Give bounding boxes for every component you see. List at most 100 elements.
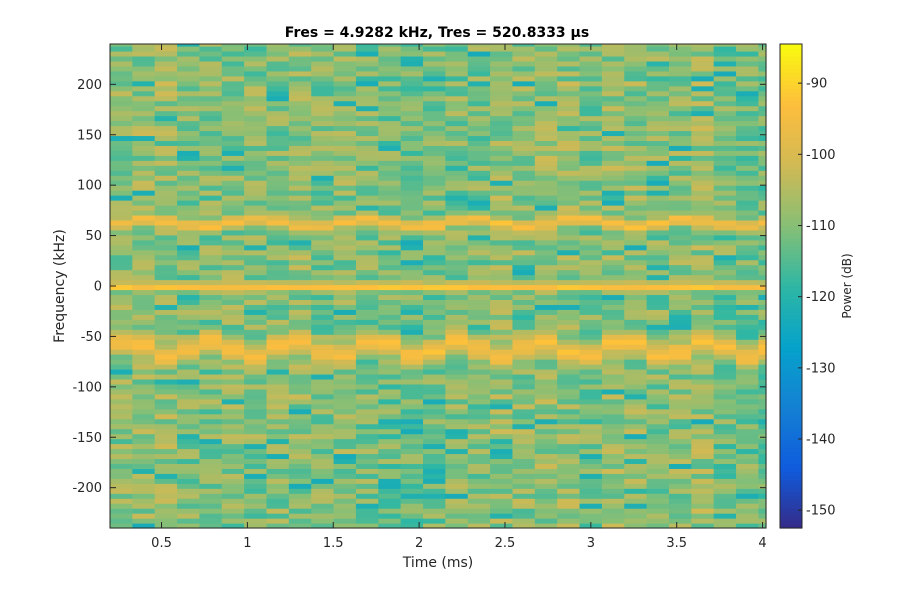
spectrogram-cell (288, 214, 312, 221)
spectrogram-cell (154, 443, 178, 450)
spectrogram-cell (266, 185, 290, 191)
spectrogram-cell (579, 205, 603, 211)
spectrogram-cell (512, 165, 536, 171)
spectrogram-cell (177, 44, 201, 47)
colorbar-segment (780, 519, 802, 525)
spectrogram-cell (624, 254, 648, 261)
spectrogram-cell (311, 344, 335, 350)
spectrogram-cell (110, 483, 133, 489)
spectrogram-cell (266, 289, 290, 296)
spectrogram-cell (579, 448, 603, 455)
spectrogram-cell (579, 423, 603, 430)
spectrogram-cell (713, 95, 737, 102)
spectrogram-cell (758, 508, 767, 514)
spectrogram-cell (579, 85, 603, 92)
x-tick-label: 4 (758, 536, 766, 551)
spectrogram-cell (400, 284, 424, 291)
spectrogram-cell (691, 214, 715, 221)
spectrogram-cell (490, 70, 514, 77)
spectrogram-cell (758, 458, 767, 464)
spectrogram-cell (221, 329, 245, 335)
spectrogram-cell (378, 294, 402, 301)
spectrogram-cell (154, 289, 178, 296)
spectrogram-cell (557, 354, 581, 360)
spectrogram-cell (445, 175, 469, 181)
spectrogram-cell (557, 55, 581, 62)
spectrogram-cell (713, 423, 737, 430)
colorbar-segment (780, 334, 802, 340)
spectrogram-cell (557, 125, 581, 132)
spectrogram-cell (400, 319, 424, 325)
spectrogram-cell (199, 523, 223, 529)
colorbar-segment (780, 286, 802, 291)
spectrogram-cell (557, 110, 581, 117)
spectrogram-cell (266, 443, 290, 450)
spectrogram-cell (110, 264, 133, 271)
spectrogram-cell (624, 269, 648, 276)
spectrogram-cell (333, 468, 357, 474)
spectrogram-cell (244, 523, 268, 529)
spectrogram-cell (713, 65, 737, 72)
spectrogram-cell (534, 214, 558, 221)
colorbar-segment (780, 342, 802, 348)
spectrogram-cell (288, 398, 312, 405)
spectrogram-cell (132, 175, 156, 181)
spectrogram-cell (266, 478, 290, 484)
spectrogram-cell (601, 200, 625, 206)
spectrogram-cell (244, 254, 268, 261)
spectrogram-cell (557, 219, 581, 226)
spectrogram-cell (177, 463, 201, 469)
spectrogram-cell (288, 239, 312, 246)
spectrogram-cell (132, 65, 156, 72)
spectrogram-cell (691, 314, 715, 320)
spectrogram-cell (624, 329, 648, 335)
spectrogram-cell (646, 214, 670, 221)
spectrogram-cell (646, 473, 670, 479)
spectrogram-cell (736, 249, 760, 256)
spectrogram-cell (177, 175, 201, 181)
spectrogram-cell (311, 284, 335, 291)
spectrogram-cell (423, 319, 446, 325)
spectrogram-cell (557, 130, 581, 137)
spectrogram-cell (423, 65, 446, 72)
spectrogram-cell (110, 518, 133, 524)
spectrogram-cell (423, 254, 446, 261)
spectrogram-cell (266, 155, 290, 161)
spectrogram-cell (758, 378, 767, 385)
spectrogram-cell (333, 110, 357, 117)
spectrogram-cell (423, 309, 446, 315)
spectrogram-cell (691, 438, 715, 445)
spectrogram-cell (534, 239, 558, 246)
spectrogram-cell (758, 373, 767, 380)
spectrogram-cell (445, 498, 469, 504)
spectrogram-cell (601, 508, 625, 514)
spectrogram-cell (624, 110, 648, 117)
spectrogram-cell (311, 135, 335, 141)
spectrogram-cell (490, 493, 514, 499)
spectrogram-cell (646, 493, 670, 499)
spectrogram-cell (355, 304, 379, 310)
spectrogram-cell (378, 329, 402, 335)
spectrogram-cell (333, 60, 357, 67)
spectrogram-cell (266, 135, 290, 141)
spectrogram-cell (736, 234, 760, 241)
spectrogram-cell (646, 185, 670, 191)
spectrogram-cell (400, 513, 424, 519)
spectrogram-cell (266, 219, 290, 226)
spectrogram-cell (601, 95, 625, 102)
spectrogram-cell (534, 155, 558, 161)
spectrogram-cell (110, 200, 133, 206)
spectrogram-cell (244, 70, 268, 77)
spectrogram-cell (579, 383, 603, 390)
spectrogram-cell (355, 130, 379, 137)
spectrogram-cell (199, 219, 223, 226)
spectrogram-cell (355, 65, 379, 72)
spectrogram-cell (199, 200, 223, 206)
spectrogram-cell (445, 413, 469, 420)
spectrogram-cell (557, 239, 581, 246)
spectrogram-cell (490, 309, 514, 315)
spectrogram-cell (668, 175, 692, 181)
spectrogram-cell (445, 70, 469, 77)
spectrogram-cell (445, 359, 469, 365)
spectrogram-cell (490, 214, 514, 221)
